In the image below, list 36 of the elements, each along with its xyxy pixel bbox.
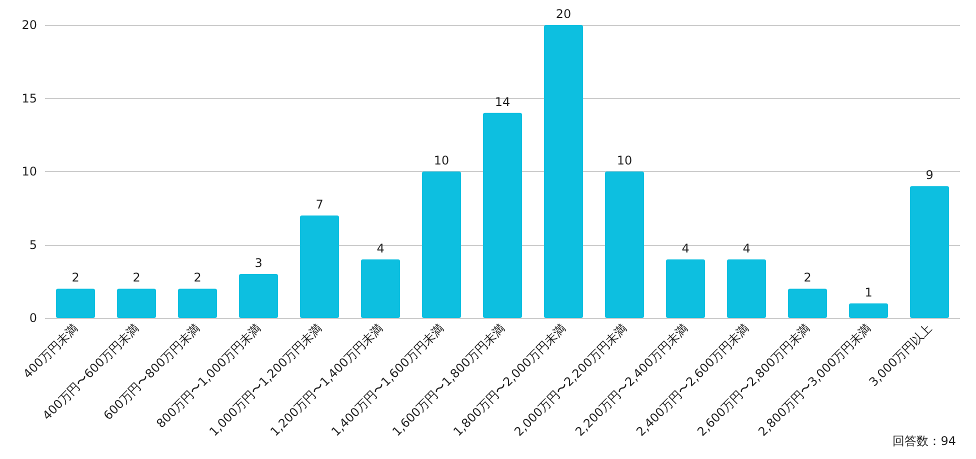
data-label: 9 — [926, 168, 934, 182]
bar — [726, 259, 766, 318]
bar — [666, 259, 706, 318]
data-label: 3 — [254, 256, 262, 270]
y-tick-label: 10 — [22, 164, 37, 178]
bar — [300, 215, 340, 318]
data-label: 7 — [316, 197, 324, 212]
bar — [910, 186, 950, 318]
data-label: 2 — [194, 270, 202, 285]
bar — [788, 288, 828, 318]
data-label: 10 — [616, 154, 632, 168]
bar — [544, 25, 584, 318]
bar — [360, 259, 400, 318]
bar — [848, 303, 888, 318]
y-tick-label: 5 — [29, 238, 37, 252]
text: 回答数：94 — [892, 434, 956, 448]
y-tick-label: 0 — [29, 311, 37, 325]
data-label: 2 — [804, 270, 812, 285]
bar — [422, 172, 462, 318]
bar — [178, 288, 218, 318]
y-tick-label: 20 — [22, 18, 37, 32]
bar — [604, 172, 644, 318]
y-tick-label: 15 — [22, 91, 37, 106]
data-label: 10 — [434, 154, 450, 168]
data-label: 1 — [864, 285, 872, 300]
data-label: 14 — [494, 94, 510, 109]
bar — [238, 274, 278, 318]
data-label: 4 — [376, 241, 384, 256]
data-label: 4 — [742, 241, 750, 256]
data-label: 4 — [682, 241, 690, 256]
bar — [116, 288, 156, 318]
data-label: 20 — [556, 7, 572, 21]
data-label: 2 — [132, 270, 140, 285]
bar — [56, 288, 96, 318]
bar — [482, 112, 522, 318]
data-label: 2 — [72, 270, 80, 285]
